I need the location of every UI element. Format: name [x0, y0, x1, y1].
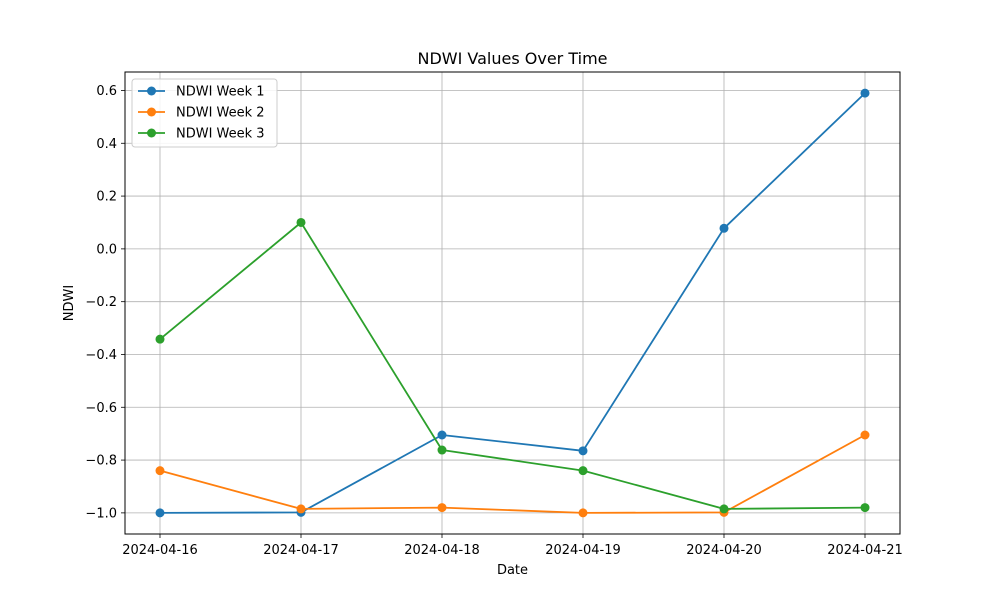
- x-tick-label: 2024-04-18: [404, 543, 480, 558]
- data-point-week-3: [296, 217, 306, 227]
- data-point-week-3: [719, 504, 729, 514]
- y-tick-label: −0.6: [85, 401, 117, 416]
- series-line-week-3: [159, 221, 866, 510]
- legend-label-week-1: NDWI Week 1: [176, 85, 265, 100]
- data-point-week-2: [155, 466, 165, 476]
- legend-label-week-3: NDWI Week 3: [176, 127, 265, 142]
- data-point-week-1: [860, 88, 870, 98]
- y-axis-label: NDWI: [62, 285, 77, 321]
- y-tick-label: −1.0: [85, 506, 117, 521]
- chart-title: NDWI Values Over Time: [418, 49, 608, 68]
- legend-marker-week-3: [147, 128, 156, 138]
- grid: [125, 72, 900, 534]
- y-tick-label: 0.6: [96, 84, 117, 99]
- data-point-week-3: [860, 503, 870, 513]
- x-tick-label: 2024-04-20: [686, 543, 762, 558]
- legend-box: [131, 78, 278, 148]
- y-tick-label: 0.2: [96, 190, 117, 205]
- series-line-week-1: [159, 92, 866, 514]
- legend-marker-week-2: [147, 107, 156, 117]
- data-point-week-2: [578, 508, 588, 518]
- y-tick-label: −0.2: [85, 295, 117, 310]
- legend-marker-week-1: [147, 86, 156, 96]
- data-point-week-3: [578, 466, 588, 476]
- y-tick-label: −0.8: [85, 454, 117, 469]
- data-point-week-1: [437, 430, 447, 440]
- data-point-week-1: [155, 508, 165, 518]
- series-layer: [155, 88, 870, 518]
- x-axis: 2024-04-16 2024-04-17 2024-04-18 2024-04-19…: [122, 534, 903, 558]
- y-axis: −1.0 −0.8 −0.6 −0.4 −0.2 0.0 0.2 0.4 0.6: [85, 84, 125, 521]
- x-tick-label: 2024-04-17: [263, 543, 339, 558]
- x-tick-label: 2024-04-21: [827, 543, 903, 558]
- x-tick-label: 2024-04-16: [122, 543, 198, 558]
- data-point-week-1: [719, 223, 729, 233]
- series-line-week-2: [159, 434, 866, 514]
- x-axis-label: Date: [497, 563, 528, 578]
- legend-label-week-2: NDWI Week 2: [176, 106, 265, 121]
- legend: NDWI Week 1 NDWI Week 2 NDWI Week 3: [131, 78, 278, 148]
- y-tick-label: −0.4: [85, 348, 117, 363]
- y-tick-label: 0.4: [96, 137, 117, 152]
- data-point-week-2: [437, 503, 447, 513]
- data-point-week-3: [437, 445, 447, 455]
- data-point-week-3: [155, 334, 165, 344]
- data-point-week-2: [296, 504, 306, 514]
- x-tick-label: 2024-04-19: [545, 543, 621, 558]
- plot-frame: [124, 71, 901, 535]
- y-tick-label: 0.0: [96, 242, 117, 257]
- data-point-week-2: [860, 430, 870, 440]
- data-point-week-1: [578, 446, 588, 456]
